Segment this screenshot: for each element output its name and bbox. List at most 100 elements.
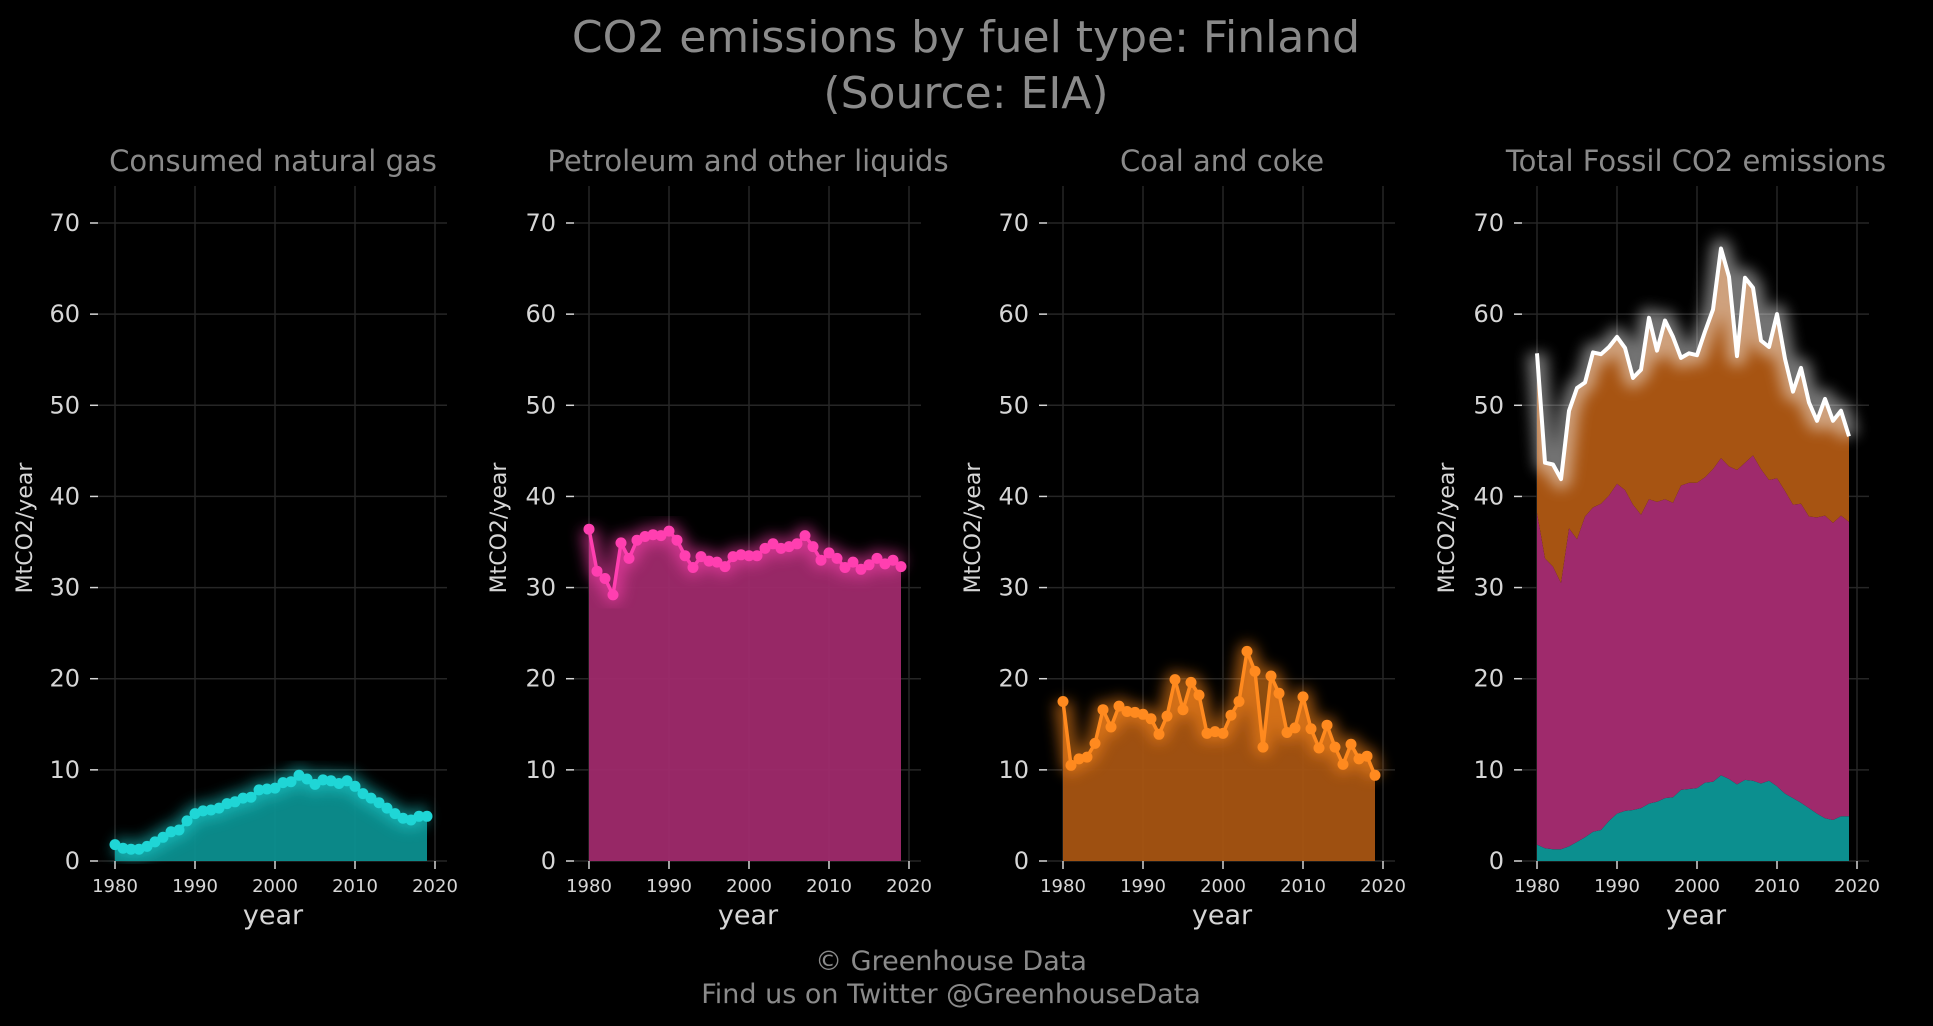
total-line	[1535, 246, 1851, 482]
data-point	[141, 840, 153, 852]
y-tick-label: 20	[998, 665, 1029, 693]
data-point	[583, 523, 595, 535]
data-point	[823, 547, 835, 559]
data-point	[1145, 713, 1157, 725]
data-point	[1185, 676, 1197, 688]
y-tick-label: 60	[49, 300, 80, 328]
x-tick-label: 1990	[1594, 876, 1640, 897]
data-point	[1113, 700, 1125, 712]
data-point	[1281, 727, 1293, 738]
data-point	[341, 775, 353, 787]
series-area	[589, 529, 901, 861]
panel-title: Coal and coke	[1120, 144, 1324, 178]
y-tick-label: 20	[525, 665, 556, 693]
data-point	[309, 778, 321, 790]
y-tick-label: 10	[998, 756, 1029, 784]
figure-title-line1: CO2 emissions by fuel type: Finland	[572, 12, 1360, 63]
data-point	[615, 537, 627, 549]
data-point	[1321, 719, 1333, 731]
data-point	[799, 530, 811, 542]
y-tick-label: 0	[1489, 847, 1504, 875]
data-point	[591, 565, 603, 577]
panel-petroleum: Petroleum and other liquids 0 10 20 30 40 50 60…	[487, 144, 949, 931]
x-tick-label: 2020	[1834, 876, 1880, 897]
data-point	[599, 573, 611, 584]
data-point	[317, 774, 329, 786]
panel-title: Petroleum and other liquids	[547, 144, 948, 178]
data-point	[1265, 670, 1277, 682]
x-tick-label: 2010	[1754, 876, 1800, 897]
data-point	[1153, 728, 1165, 740]
data-point	[807, 541, 819, 553]
data-point	[863, 559, 875, 571]
data-point	[1305, 723, 1317, 735]
data-point	[1233, 696, 1245, 707]
data-point	[157, 831, 169, 843]
data-point	[663, 525, 675, 537]
data-point	[1225, 709, 1237, 721]
x-tick-label: 1980	[92, 876, 138, 897]
data-point	[173, 824, 185, 836]
data-point	[1369, 769, 1381, 781]
panel-natural-gas: Consumed natural gas 0 10 20 30 40 50 60 70 1980 1…	[13, 144, 458, 931]
data-point	[1329, 741, 1341, 753]
data-point	[1297, 691, 1309, 703]
data-point	[149, 836, 161, 848]
data-point	[1097, 704, 1109, 716]
data-point	[695, 551, 707, 563]
x-axis-label: year	[1666, 900, 1727, 931]
panel-title: Consumed natural gas	[109, 144, 437, 178]
data-point	[381, 802, 393, 814]
y-tick-label: 10	[1473, 756, 1504, 784]
x-tick-label: 1990	[172, 876, 218, 897]
data-point	[117, 842, 129, 854]
data-point	[743, 550, 755, 562]
data-point	[237, 792, 249, 804]
data-point	[1217, 727, 1229, 739]
y-tick-label: 40	[49, 482, 80, 510]
data-point	[413, 810, 425, 822]
y-tick-label: 30	[1473, 574, 1504, 602]
data-point	[253, 784, 265, 796]
data-point	[349, 780, 361, 792]
data-point	[421, 810, 433, 822]
data-point	[815, 554, 827, 566]
data-point	[671, 534, 683, 546]
y-tick-label: 50	[1473, 391, 1504, 419]
y-tick-label: 30	[998, 574, 1029, 602]
x-axis-label: year	[718, 900, 779, 931]
x-tick-label: 2010	[1280, 876, 1326, 897]
y-tick-label: 0	[1014, 847, 1029, 875]
data-point	[1193, 689, 1205, 701]
data-point	[751, 550, 763, 562]
data-point	[181, 815, 193, 827]
x-tick-label: 2000	[1674, 876, 1720, 897]
data-point	[1169, 674, 1181, 686]
y-tick-label: 70	[49, 209, 80, 237]
data-point	[719, 561, 731, 573]
data-point	[1313, 742, 1325, 754]
data-point	[125, 843, 137, 855]
data-point	[831, 552, 843, 564]
data-point	[261, 783, 273, 795]
y-tick-label: 20	[1473, 665, 1504, 693]
data-point	[1249, 665, 1261, 677]
y-tick-label: 40	[998, 482, 1029, 510]
data-point	[887, 554, 899, 566]
data-point	[839, 562, 851, 573]
series-area	[115, 775, 427, 861]
y-tick-label: 60	[998, 300, 1029, 328]
panel-title: Total Fossil CO2 emissions	[1505, 144, 1886, 178]
data-point	[1089, 737, 1101, 749]
y-axis-label: MtCO2/year	[961, 462, 986, 594]
x-tick-label: 2010	[332, 876, 378, 897]
y-tick-label: 40	[1473, 482, 1504, 510]
data-point	[607, 589, 619, 601]
x-tick-label: 1990	[646, 876, 692, 897]
y-tick-label: 60	[1473, 300, 1504, 328]
data-point	[679, 550, 691, 562]
data-point	[855, 563, 867, 575]
data-point	[1081, 751, 1093, 763]
data-point	[711, 556, 723, 568]
x-tick-label: 2000	[726, 876, 772, 897]
